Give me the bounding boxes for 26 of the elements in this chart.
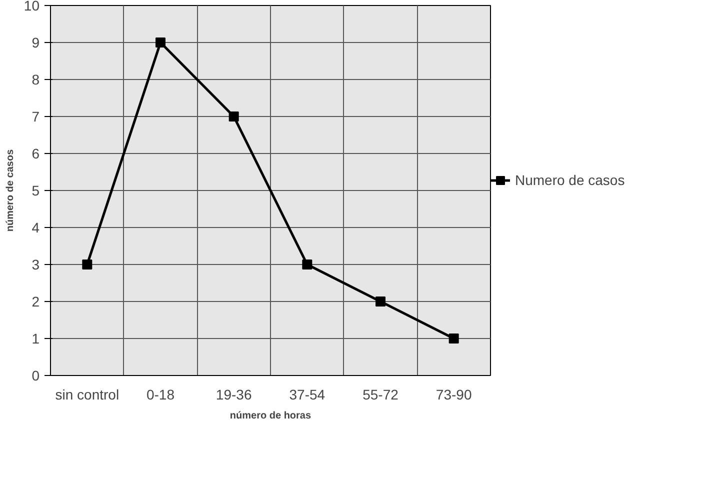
point (376, 296, 386, 306)
y-tick-label: 3 (32, 256, 40, 272)
y-tick-label: 1 (32, 330, 40, 346)
point (156, 38, 166, 48)
y-tick-label: 2 (32, 294, 40, 310)
x-tick-label: sin control (55, 386, 120, 402)
x-tick-label: 19-36 (216, 386, 252, 402)
y-axis-title: número de casos (4, 148, 16, 232)
x-tick-label: 37-54 (289, 386, 326, 402)
x-tick-label: 55-72 (362, 386, 399, 402)
y-tick-label: 6 (32, 146, 40, 162)
point (228, 112, 239, 122)
point (302, 260, 312, 270)
y-tick-label: 10 (24, 0, 40, 14)
x-tick-label: 0-18 (146, 386, 175, 402)
point (82, 260, 92, 270)
y-tick-label: 0 (32, 368, 40, 384)
y-tick-label: 4 (32, 220, 40, 236)
y-tick-label: 8 (32, 72, 40, 88)
y-tick-label: 9 (32, 34, 40, 50)
legend-label: Numero de casos (515, 172, 625, 188)
y-tick-label: 7 (32, 108, 40, 124)
x-tick-label: 73-90 (436, 386, 472, 402)
x-axis-title: número de horas (230, 410, 312, 422)
y-tick-label: 5 (32, 182, 40, 198)
point (448, 334, 459, 344)
